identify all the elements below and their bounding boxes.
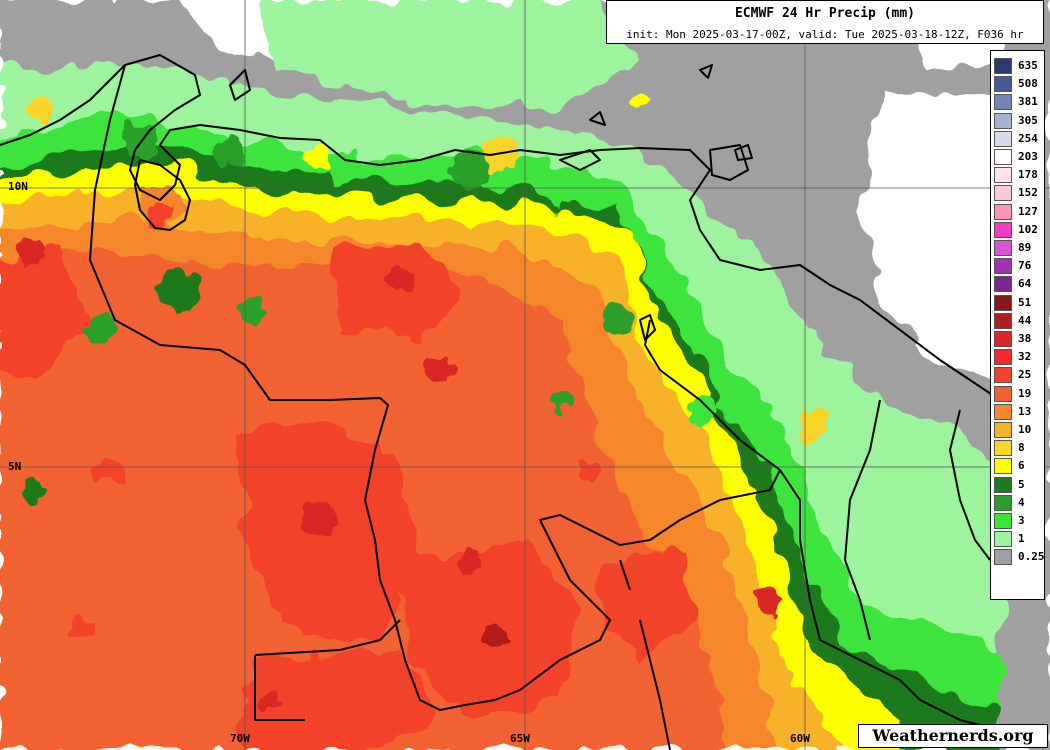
lat-label-5n: 5N — [8, 460, 22, 473]
legend-entry: 305 — [994, 112, 1044, 130]
legend-entry: 381 — [994, 93, 1044, 111]
legend-entry: 38 — [994, 330, 1044, 348]
legend-swatch — [994, 203, 1012, 220]
legend-label: 25 — [1018, 368, 1032, 382]
legend-swatch — [994, 476, 1012, 493]
legend-swatch — [994, 403, 1012, 420]
legend-swatch — [994, 294, 1012, 311]
legend-label: 152 — [1018, 186, 1038, 200]
legend-label: 178 — [1018, 168, 1038, 182]
legend-entry: 254 — [994, 130, 1044, 148]
legend-entry: 203 — [994, 148, 1044, 166]
legend-swatch — [994, 331, 1012, 347]
legend-entry: 3 — [994, 512, 1044, 530]
legend-label: 64 — [1018, 277, 1032, 291]
legend-entry: 178 — [994, 166, 1044, 184]
legend-label: 127 — [1018, 204, 1038, 218]
legend-swatch — [994, 167, 1012, 184]
map-title-box: ECMWF 24 Hr Precip (mm) init: Mon 2025-0… — [606, 0, 1044, 44]
legend-swatch — [994, 549, 1012, 566]
legend-swatch — [994, 440, 1012, 457]
legend-label: 10 — [1018, 423, 1032, 436]
legend-swatch — [994, 185, 1012, 202]
legend-swatch — [994, 458, 1012, 475]
legend-label: 6 — [1018, 459, 1025, 473]
legend-label: 4 — [1018, 495, 1025, 509]
legend-label: 254 — [1018, 131, 1038, 145]
legend-entry: 8 — [994, 439, 1044, 457]
legend-entry: 13 — [994, 403, 1044, 421]
lat-label-10n: 10N — [8, 180, 28, 193]
precip-legend: 635 508 381 305 254 203 178 152 127 102 89 76 64 51 44… — [990, 50, 1045, 600]
legend-entry: 44 — [994, 312, 1044, 330]
legend-swatch — [994, 531, 1012, 548]
legend-label: 203 — [1018, 150, 1038, 163]
legend-label: 51 — [1018, 295, 1032, 309]
legend-swatch — [994, 513, 1012, 529]
legend-label: 305 — [1018, 113, 1038, 127]
legend-label: 44 — [1018, 313, 1032, 327]
legend-label: 508 — [1018, 77, 1038, 91]
legend-entry: 51 — [994, 294, 1044, 312]
legend-entry: 127 — [994, 203, 1044, 221]
legend-entry: 1 — [994, 530, 1044, 548]
lon-label-60w: 60W — [790, 732, 810, 745]
legend-entry: 0.25 — [994, 548, 1045, 566]
legend-swatch — [994, 276, 1012, 293]
legend-entry: 89 — [994, 239, 1044, 257]
legend-entry: 76 — [994, 257, 1044, 275]
legend-swatch — [994, 312, 1012, 329]
legend-label: 1 — [1018, 532, 1025, 546]
legend-label: 5 — [1018, 477, 1025, 491]
legend-swatch — [994, 221, 1012, 238]
legend-entry: 19 — [994, 385, 1044, 403]
legend-label: 19 — [1018, 386, 1032, 400]
coastlines-borders — [0, 54, 1001, 750]
legend-entry: 25 — [994, 366, 1044, 384]
legend-label: 76 — [1018, 259, 1032, 273]
legend-entry: 4 — [994, 494, 1044, 512]
legend-label: 381 — [1018, 95, 1038, 109]
lon-label-70w: 70W — [230, 732, 250, 745]
legend-entry: 635 — [994, 57, 1044, 75]
legend-label: 8 — [1018, 441, 1025, 455]
credit-label: Weathernerds.org — [858, 724, 1048, 748]
map-subtitle: init: Mon 2025-03-17-00Z, valid: Tue 202… — [626, 28, 1024, 41]
legend-swatch — [994, 422, 1012, 438]
legend-label: 38 — [1018, 332, 1032, 345]
legend-swatch — [994, 385, 1012, 402]
legend-label: 0.25 — [1018, 550, 1045, 564]
legend-swatch — [994, 58, 1012, 74]
legend-label: 635 — [1018, 59, 1038, 72]
legend-entry: 508 — [994, 75, 1044, 93]
legend-label: 3 — [1018, 514, 1025, 527]
legend-swatch — [994, 130, 1012, 147]
lon-label-65w: 65W — [510, 732, 530, 745]
legend-entry: 6 — [994, 457, 1044, 475]
map-title: ECMWF 24 Hr Precip (mm) — [734, 6, 915, 21]
legend-swatch — [994, 349, 1012, 366]
legend-swatch — [994, 367, 1012, 384]
legend-label: 89 — [1018, 241, 1032, 254]
legend-entry: 5 — [994, 476, 1044, 494]
legend-entry: 10 — [994, 421, 1044, 439]
legend-label: 13 — [1018, 404, 1032, 418]
legend-swatch — [994, 149, 1012, 165]
legend-swatch — [994, 76, 1012, 93]
legend-swatch — [994, 94, 1012, 111]
legend-entry: 152 — [994, 184, 1044, 202]
legend-swatch — [994, 240, 1012, 256]
legend-swatch — [994, 112, 1012, 129]
legend-swatch — [994, 258, 1012, 275]
precip-detail-layer — [16, 90, 831, 712]
legend-label: 32 — [1018, 350, 1032, 364]
legend-entry: 32 — [994, 348, 1044, 366]
legend-swatch — [994, 494, 1012, 511]
legend-entry: 64 — [994, 275, 1044, 293]
legend-label: 102 — [1018, 222, 1038, 236]
legend-entry: 102 — [994, 221, 1044, 239]
